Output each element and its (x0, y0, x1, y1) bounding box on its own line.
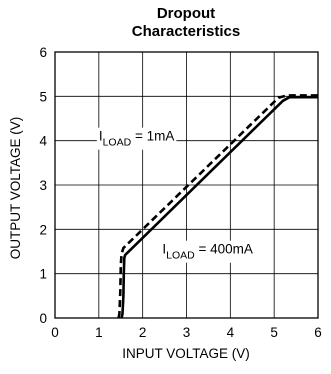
annotation-bg (160, 240, 255, 263)
series-layer (117, 94, 318, 319)
grid (54, 51, 319, 319)
annotation-label: ILOAD = 400mA (162, 242, 253, 262)
y-tick-label: 4 (39, 134, 47, 149)
series-line-dashed (117, 94, 318, 319)
annotation-label: ILOAD = 1mA (99, 129, 175, 149)
x-tick-label: 1 (95, 325, 103, 340)
chart-title-line-2: Characteristics (132, 23, 240, 40)
x-tick-label: 0 (51, 325, 59, 340)
annotation-bg (96, 127, 177, 150)
tick-label-layer: 0 1 2 3 4 5 6 0 1 2 3 4 5 6 (39, 45, 321, 340)
y-tick-label: 1 (39, 267, 47, 282)
series-line-solid (120, 95, 318, 319)
x-tick-label: 2 (139, 325, 147, 340)
x-tick-label: 3 (183, 325, 191, 340)
y-tick-label: 5 (39, 89, 47, 104)
y-tick-label: 3 (39, 178, 47, 193)
x-axis-label: INPUT VOLTAGE (V) (122, 346, 250, 361)
y-tick-label: 2 (39, 222, 47, 237)
x-tick-label: 4 (227, 325, 235, 340)
annotation-layer: ILOAD = 1mA ILOAD = 400mA (96, 127, 255, 263)
y-tick-label: 0 (39, 311, 47, 326)
y-tick-label: 6 (39, 45, 47, 60)
chart-title-line-1: Dropout (157, 5, 215, 22)
y-axis-label: OUTPUT VOLTAGE (V) (8, 117, 23, 260)
x-tick-label: 6 (314, 325, 322, 340)
x-tick-label: 5 (270, 325, 278, 340)
